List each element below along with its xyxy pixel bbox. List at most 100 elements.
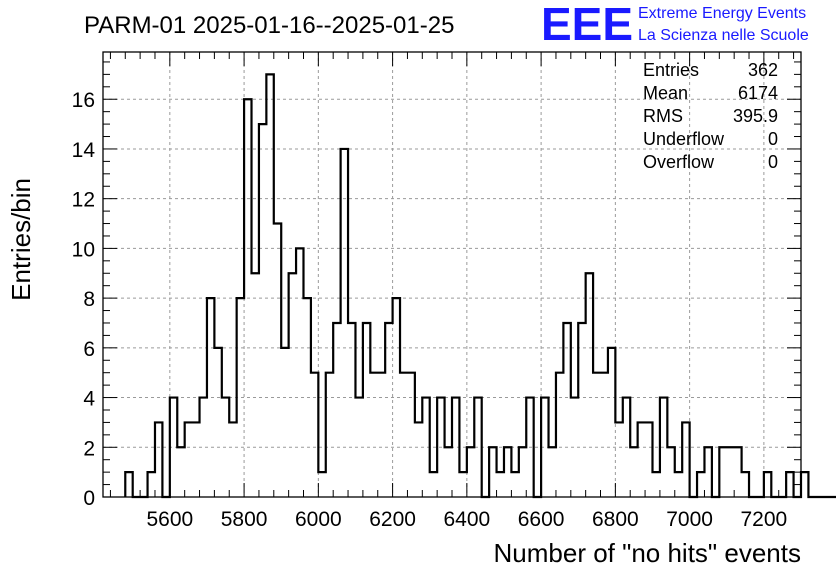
histogram-bin <box>615 422 622 497</box>
y-tick-label: 6 <box>83 338 95 361</box>
histogram-bin <box>341 149 348 497</box>
axis-ticks <box>103 52 801 498</box>
histogram-bin <box>333 323 340 497</box>
histogram-bin <box>734 447 741 497</box>
stats-value: 362 <box>748 60 778 80</box>
histogram-bin <box>385 323 392 497</box>
histogram-bin <box>192 422 199 497</box>
x-tick-label: 6200 <box>369 508 416 531</box>
histogram-bin <box>586 273 593 497</box>
grid <box>103 52 801 497</box>
histogram-bin <box>497 472 504 497</box>
stats-label: Entries <box>643 60 699 80</box>
histogram-bin <box>519 447 526 497</box>
histogram-bin <box>719 447 726 497</box>
x-axis-title: Number of "no hits" events <box>494 538 802 568</box>
histogram-bin <box>645 422 652 497</box>
histogram-bin <box>786 472 793 497</box>
histogram-bin <box>675 472 682 497</box>
histogram-bin <box>593 373 600 497</box>
y-tick-labels: 0 2 4 6 8 10 12 14 16 <box>72 89 96 510</box>
histogram-bin <box>400 373 407 497</box>
x-tick-label: 6800 <box>592 508 639 531</box>
histogram-bin <box>630 447 637 497</box>
y-tick-label: 0 <box>83 487 95 510</box>
histogram-bin <box>289 273 296 497</box>
histogram-bin <box>504 447 511 497</box>
histogram-bin <box>229 422 236 497</box>
y-tick-label: 12 <box>72 189 95 212</box>
histogram-bin <box>259 124 266 497</box>
histogram-bin <box>549 447 556 497</box>
histogram-bin <box>378 373 385 497</box>
histogram-bin <box>467 447 474 497</box>
histogram-bin <box>214 348 221 497</box>
x-tick-labels: 5600 5800 6000 6200 6400 6600 6800 7000 7200 <box>146 508 787 531</box>
histogram-bin <box>601 373 608 497</box>
histogram-bin <box>281 348 288 497</box>
histogram-bin <box>652 472 659 497</box>
x-tick-label: 5600 <box>146 508 193 531</box>
histogram-bin <box>326 373 333 497</box>
stats-value: 0 <box>768 129 778 149</box>
histogram-bin <box>801 472 808 497</box>
y-tick-label: 14 <box>72 139 96 162</box>
histogram-bin <box>266 74 273 497</box>
histogram-bin <box>148 472 155 497</box>
stats-value: 0 <box>768 152 778 172</box>
histogram-bin <box>667 447 674 497</box>
x-tick-label: 6400 <box>443 508 490 531</box>
histogram-bin <box>252 273 259 497</box>
histogram-bin <box>348 323 355 497</box>
histogram-bin <box>177 447 184 497</box>
stats-label: Underflow <box>643 129 725 149</box>
histogram-bin <box>430 472 437 497</box>
y-tick-label: 16 <box>72 89 95 112</box>
histogram-bin <box>489 447 496 497</box>
y-axis-title: Entries/bin <box>6 178 36 301</box>
histogram-bin <box>185 422 192 497</box>
y-tick-label: 4 <box>83 388 95 411</box>
x-tick-label: 6000 <box>295 508 342 531</box>
stats-box: Entries 362 Mean 6174 RMS 395.9 Underflow 0 Over… <box>643 60 778 172</box>
histogram-bin <box>704 447 711 497</box>
histogram-bin <box>608 348 615 497</box>
stats-label: Overflow <box>643 152 715 172</box>
logo-text: EEE <box>541 0 633 50</box>
histogram-bin <box>363 323 370 497</box>
histogram-bin <box>407 373 414 497</box>
histogram-bin <box>511 472 518 497</box>
y-tick-label: 8 <box>83 288 95 311</box>
stats-label: Mean <box>643 83 688 103</box>
histogram-bin <box>556 373 563 497</box>
y-tick-label: 10 <box>72 238 95 261</box>
histogram-bin <box>578 323 585 497</box>
stats-value: 6174 <box>738 83 778 103</box>
histogram-bin <box>318 472 325 497</box>
histogram-bin <box>155 422 162 497</box>
histogram-bin <box>459 472 466 497</box>
x-tick-label: 7200 <box>741 508 788 531</box>
stats-value: 395.9 <box>733 106 778 126</box>
histogram-bin <box>445 447 452 497</box>
logo-line-2: La Scienza nelle Scuole <box>638 27 809 44</box>
histogram-bin <box>638 422 645 497</box>
histogram-bin <box>727 447 734 497</box>
histogram-bin <box>415 422 422 497</box>
histogram-bin <box>764 472 771 497</box>
histogram-bin <box>274 224 281 497</box>
histogram-bin <box>742 472 749 497</box>
y-tick-label: 2 <box>83 437 95 460</box>
x-tick-label: 5800 <box>221 508 268 531</box>
eee-logo: EEE Extreme Energy Events La Scienza nel… <box>541 0 809 50</box>
histogram-bin <box>370 373 377 497</box>
stats-label: RMS <box>643 106 683 126</box>
x-tick-label: 7000 <box>666 508 713 531</box>
x-tick-label: 6600 <box>518 508 565 531</box>
logo-line-1: Extreme Energy Events <box>638 5 806 22</box>
histogram-bin <box>563 323 570 497</box>
histogram-bin <box>697 472 704 497</box>
histogram-bin <box>311 373 318 497</box>
histogram-bin <box>125 472 132 497</box>
